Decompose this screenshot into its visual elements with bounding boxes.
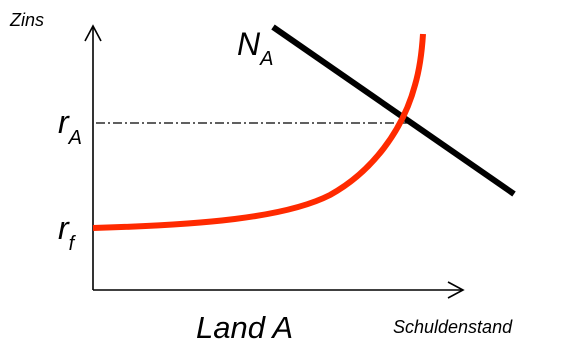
y-axis-arrowhead: [84, 24, 102, 42]
n-a-label-sub: A: [259, 48, 273, 70]
rate-f-label: rf: [58, 210, 77, 255]
diagram-title: Land A: [196, 310, 293, 344]
rate-f-label-sub: f: [69, 233, 77, 255]
rate-f-label-main: r: [58, 210, 70, 246]
rate-a-label-sub: A: [68, 127, 82, 149]
x-axis-arrowhead: [447, 281, 465, 299]
x-axis-label: Schuldenstand: [393, 317, 513, 337]
y-axis-label: Zins: [9, 10, 44, 30]
n-a-label: NA: [237, 26, 273, 70]
rate-a-label: rA: [58, 104, 82, 149]
rate-a-label-main: r: [58, 104, 70, 140]
interest-rate-curve: [92, 33, 426, 231]
n-a-label-main: N: [237, 26, 261, 62]
n-a-line: [271, 24, 516, 197]
